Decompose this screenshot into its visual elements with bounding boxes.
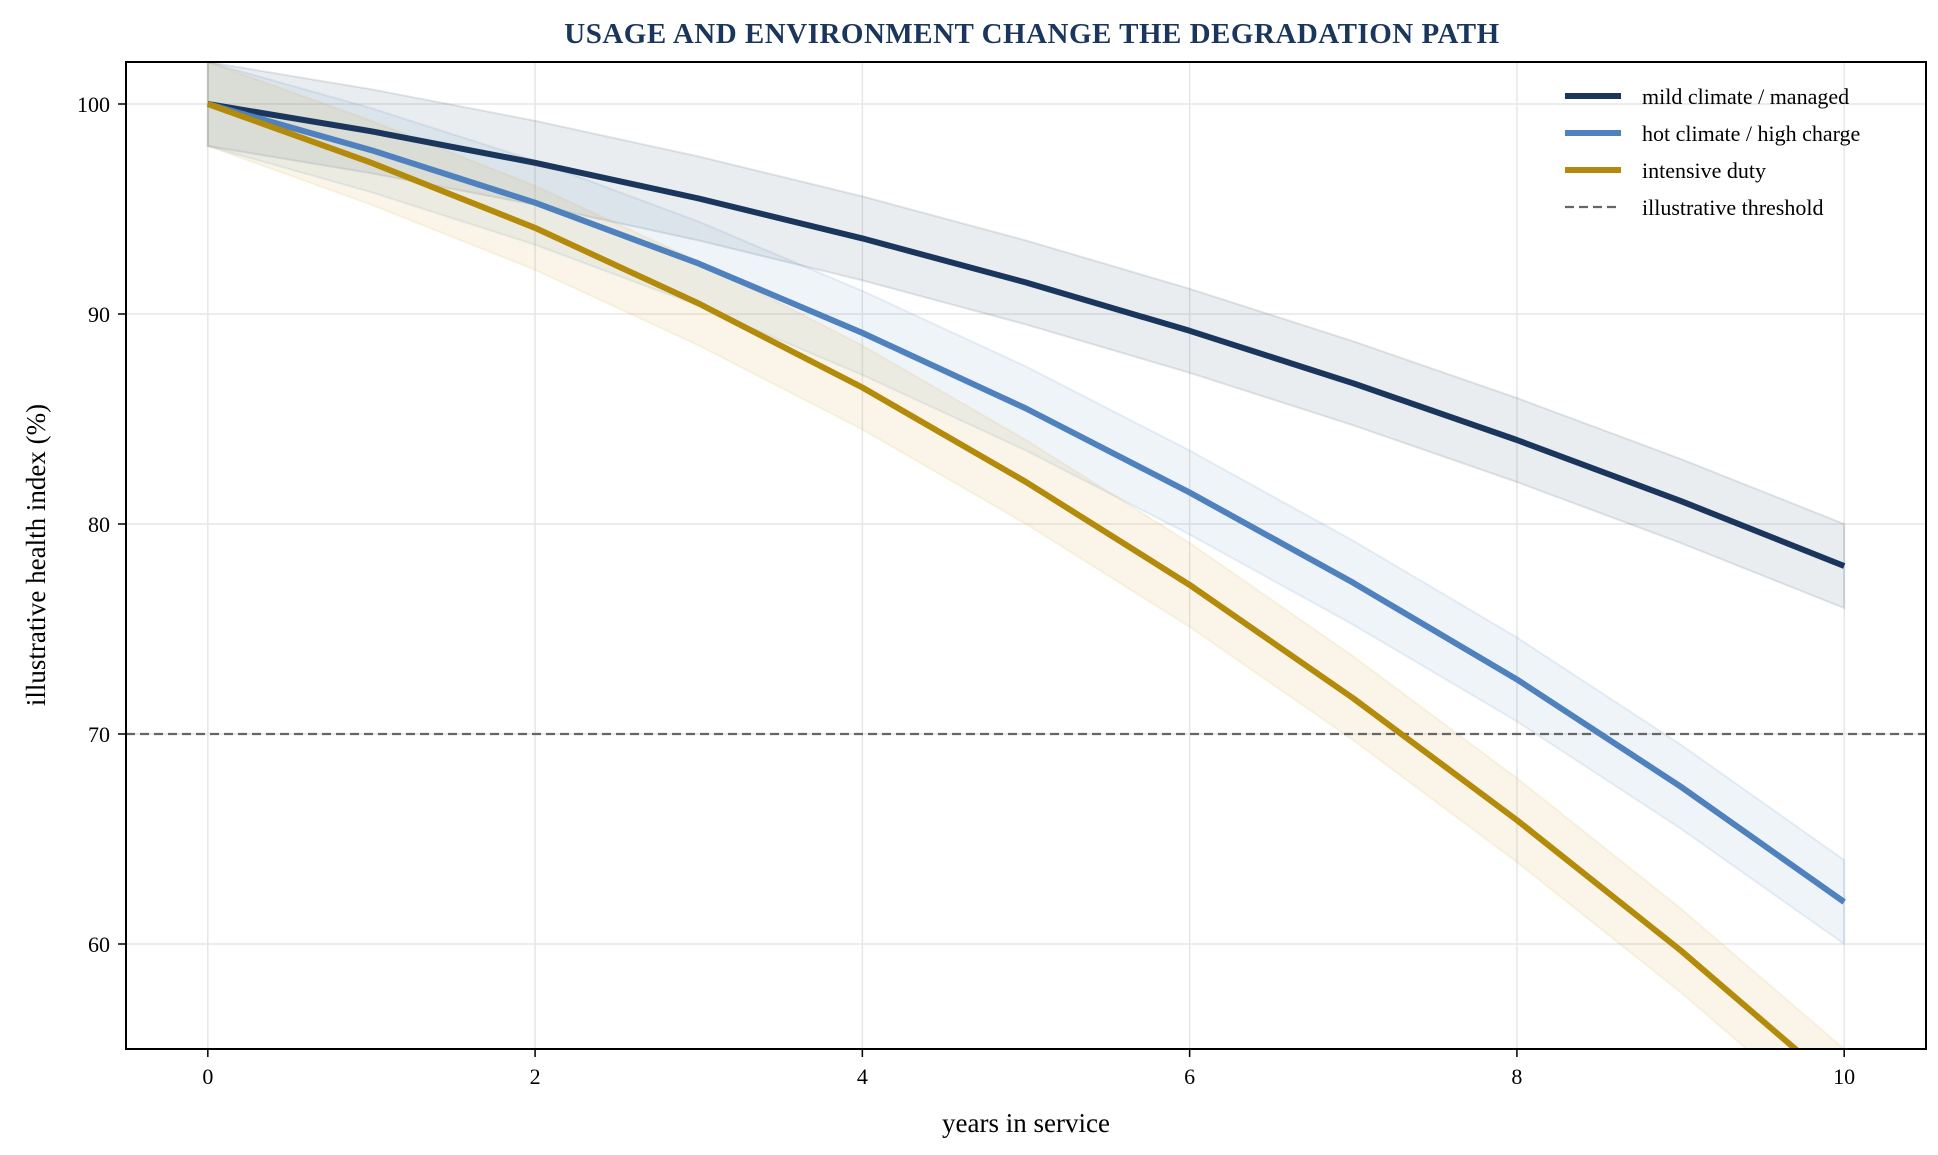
- tick-layer: 0 2 4 6 8 10 60 70 80 90 100: [77, 92, 1855, 1089]
- chart-title: USAGE AND ENVIRONMENT CHANGE THE DEGRADA…: [564, 18, 1499, 50]
- band-series-0: [206, 62, 1846, 610]
- x-axis-title: years in service: [942, 1108, 1110, 1138]
- y-tick-label: 60: [88, 932, 110, 957]
- legend: mild climate / managed hot climate / high…: [1565, 84, 1860, 220]
- x-tick-label: 2: [530, 1064, 541, 1089]
- x-tick-label: 4: [857, 1064, 868, 1089]
- band-series-2: [206, 62, 1846, 1049]
- x-tick-label: 8: [1511, 1064, 1522, 1089]
- y-tick-label: 70: [88, 722, 110, 747]
- x-tick-label: 0: [202, 1064, 213, 1089]
- legend-label: mild climate / managed: [1642, 84, 1849, 109]
- plot-frame: [125, 61, 1927, 1050]
- y-axis-title: illustrative health index (%): [21, 404, 51, 706]
- legend-label: illustrative threshold: [1642, 195, 1823, 220]
- y-tick-label: 90: [88, 302, 110, 327]
- line-layer: [206, 101, 1846, 1049]
- y-tick-label: 100: [77, 92, 110, 117]
- legend-label: intensive duty: [1642, 158, 1766, 183]
- x-tick-label: 6: [1184, 1064, 1195, 1089]
- grid-layer: [126, 62, 1926, 1049]
- legend-label: hot climate / high charge: [1642, 121, 1860, 146]
- y-tick-label: 80: [88, 512, 110, 537]
- x-tick-label: 10: [1833, 1064, 1855, 1089]
- band-layer: [206, 62, 1846, 1049]
